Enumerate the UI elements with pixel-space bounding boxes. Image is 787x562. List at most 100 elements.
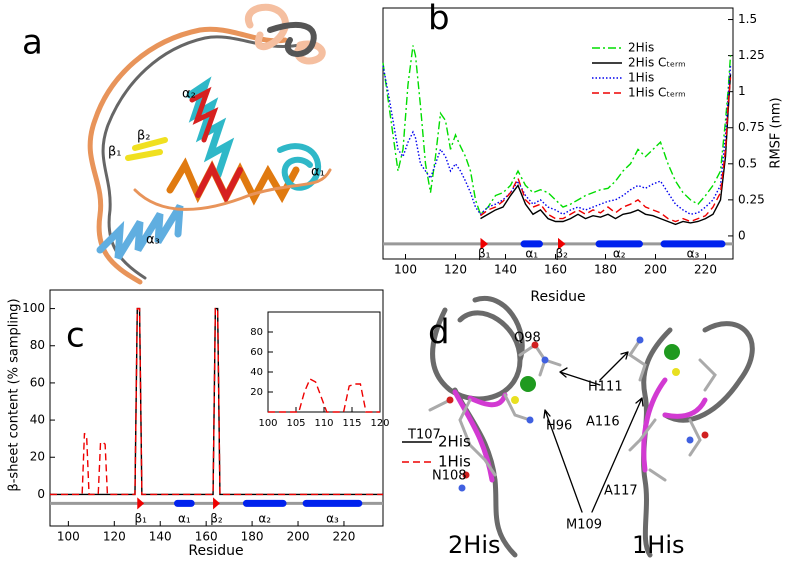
x-tick-label: 120 (370, 418, 389, 429)
strand-marker (213, 497, 220, 510)
helix-marker (242, 499, 287, 507)
strand-marker (480, 237, 488, 250)
x-tick-label: 105 (286, 418, 305, 429)
oxygen-atoms (446, 341, 709, 479)
structure-label: α₂ (258, 512, 271, 526)
y-tick-label: 40 (250, 367, 263, 378)
y-tick-label: 0.5 (738, 156, 757, 170)
series-line (480, 74, 732, 226)
variant-title: 1His (632, 531, 685, 559)
plot-frame (382, 7, 734, 260)
structure-label: α₁ (178, 512, 191, 526)
legend-label: 1His Cₜₑᵣₘ (628, 86, 686, 100)
x-tick-label: 120 (103, 530, 126, 544)
panel-letter: a (22, 23, 43, 63)
x-tick-label: 100 (258, 418, 277, 429)
x-axis-label: Residue (530, 289, 585, 305)
y-tick-label: 0 (738, 228, 746, 242)
structure-label: α₂ (613, 247, 626, 261)
helix-marker (302, 499, 363, 507)
x-tick-label: 200 (287, 530, 310, 544)
plot-frame (267, 311, 381, 413)
helix-marker (520, 240, 543, 248)
legend-label: 2His Cₜₑᵣₘ (628, 56, 686, 70)
strand-marker (558, 237, 566, 250)
y-tick-label: 60 (30, 375, 45, 389)
residue-label: Q98 (514, 331, 541, 346)
x-axis-label: Residue (188, 543, 243, 559)
x-tick-label: 220 (694, 263, 717, 277)
y-tick-label: 0 (37, 487, 45, 501)
residue-label: T107 (407, 428, 441, 443)
y-axis-label: β-sheet content (% sampling) (7, 298, 22, 491)
residue-label: N108 (432, 469, 467, 484)
legend-label: 1His (438, 453, 471, 471)
structure-label: α₃ (146, 233, 160, 248)
series-line (50, 307, 383, 496)
y-tick-label: 80 (30, 338, 45, 352)
y-tick-label: 20 (250, 387, 263, 398)
structure-label: β₂ (210, 512, 223, 526)
series-line (268, 378, 380, 413)
series-line (480, 77, 732, 223)
panel-letter: d (428, 313, 450, 353)
helix (277, 143, 322, 191)
helix-marker (174, 499, 195, 507)
backbone-tube (430, 295, 525, 402)
x-tick-label: 110 (314, 418, 333, 429)
residue-label: H96 (546, 419, 572, 434)
protein-cartoon-a (87, 3, 332, 285)
loop-tube (87, 26, 288, 285)
structure-label: α₂ (182, 87, 196, 102)
y-tick-label: 80 (250, 327, 263, 338)
loop-knot (267, 22, 317, 57)
metal-ion (520, 376, 536, 392)
x-tick-label: 220 (333, 530, 356, 544)
legend-label: 2His (628, 41, 654, 55)
series-line (382, 45, 732, 216)
y-tick-label: 20 (30, 450, 45, 464)
y-tick-label: 40 (30, 413, 45, 427)
sulfur-atom (672, 368, 680, 376)
residue-label: A116 (586, 415, 620, 430)
structure-label: β₂ (137, 129, 151, 144)
x-tick-label: 100 (394, 263, 417, 277)
strand-marker (137, 497, 145, 510)
residue-label: H111 (588, 380, 623, 395)
y-tick-label: 0.75 (738, 120, 765, 134)
helix (96, 204, 184, 260)
pointer-arrows (543, 351, 644, 513)
structure-label: β₂ (556, 247, 569, 261)
x-tick-label: 200 (644, 263, 667, 277)
x-tick-label: 180 (594, 263, 617, 277)
y-axis-label: RMSF (nm) (769, 97, 784, 168)
x-tick-label: 180 (241, 530, 264, 544)
helix-marker (595, 240, 643, 248)
x-tick-label: 160 (195, 530, 218, 544)
y-tick-label: 1.25 (738, 48, 765, 62)
loop-tube (101, 35, 302, 280)
x-tick-label: 140 (149, 530, 172, 544)
nitrogen-atoms (458, 336, 694, 492)
beta-strand (125, 137, 168, 161)
x-tick-label: 120 (444, 263, 467, 277)
helix (189, 86, 219, 143)
structure-label: α₃ (687, 247, 700, 261)
x-tick-label: 160 (544, 263, 567, 277)
panel-letter: c (66, 316, 85, 356)
legend-label: 1His (628, 71, 654, 85)
legend-label: 2His (438, 433, 471, 451)
structure-label: α₁ (311, 165, 325, 180)
x-tick-label: 100 (57, 530, 80, 544)
sulfur-atom (511, 396, 519, 404)
y-tick-label: 0.25 (738, 192, 765, 206)
panel-letter: b (428, 0, 450, 39)
x-tick-label: 115 (342, 418, 361, 429)
y-tick-label: 1 (738, 84, 746, 98)
y-tick-label: 60 (250, 347, 263, 358)
helix (195, 161, 243, 204)
helix-marker (660, 240, 726, 248)
structure-label: α₁ (525, 247, 538, 261)
